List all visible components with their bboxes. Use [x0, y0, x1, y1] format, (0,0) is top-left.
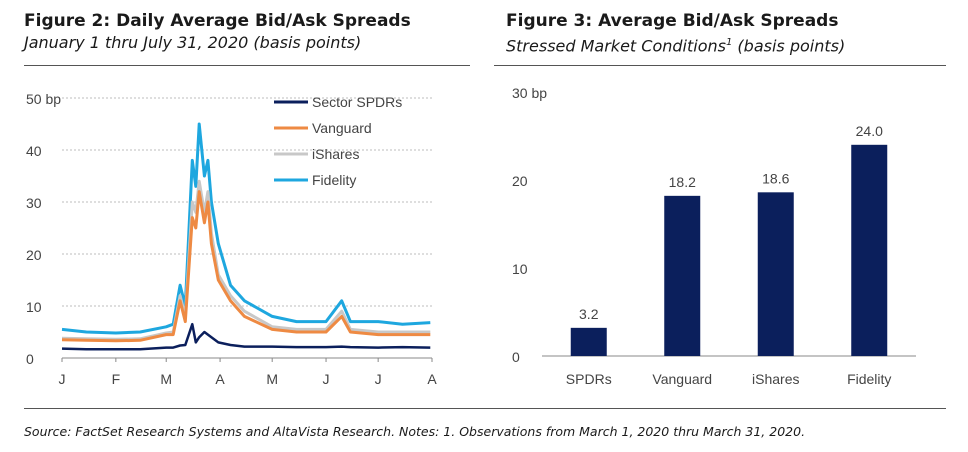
figure3-header-rule: [494, 65, 946, 66]
series-line-fidelity: [61, 122, 431, 335]
figure3-title: Figure 3: Average Bid/Ask Spreads: [506, 11, 839, 31]
category-label: iShares: [752, 371, 799, 387]
y-tick-label: 10: [26, 299, 42, 315]
y-tick-label: 0: [512, 349, 520, 365]
y-tick-label: 50 bp: [26, 91, 61, 107]
y-tick-label: 0: [26, 351, 34, 367]
x-tick-label: J: [375, 371, 382, 387]
figure2-header: Figure 2: Daily Average Bid/Ask Spreads …: [24, 10, 411, 54]
figure2-title: Figure 2: Daily Average Bid/Ask Spreads: [24, 11, 411, 31]
y-tick-label: 30: [26, 195, 42, 211]
bar-data-label: 18.6: [762, 170, 789, 186]
y-tick-label: 20: [26, 247, 42, 263]
y-tick-label: 40: [26, 143, 42, 159]
bar-data-label: 3.2: [579, 306, 599, 322]
x-tick-label: F: [112, 371, 121, 387]
y-tick-label: 30 bp: [512, 85, 547, 101]
footer-rule: [24, 408, 946, 409]
series-line-ishares: [61, 179, 431, 341]
bar-vanguard: [664, 195, 701, 356]
figure3-header: Figure 3: Average Bid/Ask Spreads Stress…: [506, 10, 845, 57]
bar-data-label: 18.2: [669, 174, 696, 190]
legend-label: iShares: [312, 146, 359, 162]
y-tick-label: 10: [512, 261, 528, 277]
x-tick-label: M: [160, 371, 172, 387]
x-tick-label: J: [323, 371, 330, 387]
category-label: SPDRs: [566, 371, 612, 387]
figure3-subtitle-tail: (basis points): [732, 36, 846, 56]
bar-ishares: [757, 192, 794, 356]
line-chart: 0 10 20 30 40 50 bp J F M A M J J A Sector SPDRs Vangua…: [26, 91, 437, 387]
figure3-subtitle-footnote-mark: 1: [725, 37, 733, 48]
x-tick-label: M: [266, 371, 278, 387]
category-label: Vanguard: [652, 371, 712, 387]
bar-chart: 0 10 20 30 bp 3.2 SPDRs 18.2 Vanguard 18.6 iShare…: [512, 85, 916, 387]
figure2-header-rule: [24, 65, 470, 66]
category-label: Fidelity: [847, 371, 891, 387]
legend-label: Fidelity: [312, 172, 356, 188]
series-line-vanguard: [61, 190, 431, 343]
x-tick-label: J: [59, 371, 66, 387]
x-tick-label: A: [215, 371, 225, 387]
bar-spdrs: [570, 327, 607, 356]
series-line-sector-spdrs: [61, 322, 431, 351]
figure3-subtitle: Stressed Market Conditions1 (basis point…: [506, 32, 845, 57]
bar-fidelity: [851, 144, 888, 356]
legend-label: Vanguard: [312, 120, 372, 136]
figure2-subtitle: January 1 thru July 31, 2020 (basis poin…: [24, 33, 362, 52]
legend-label: Sector SPDRs: [312, 94, 402, 110]
x-tick-label: A: [427, 371, 437, 387]
bar-data-label: 24.0: [856, 123, 883, 139]
figure3-subtitle-main: Stressed Market Conditions: [506, 36, 726, 56]
y-tick-label: 20: [512, 173, 528, 189]
source-note: Source: FactSet Research Systems and Alt…: [24, 424, 806, 439]
